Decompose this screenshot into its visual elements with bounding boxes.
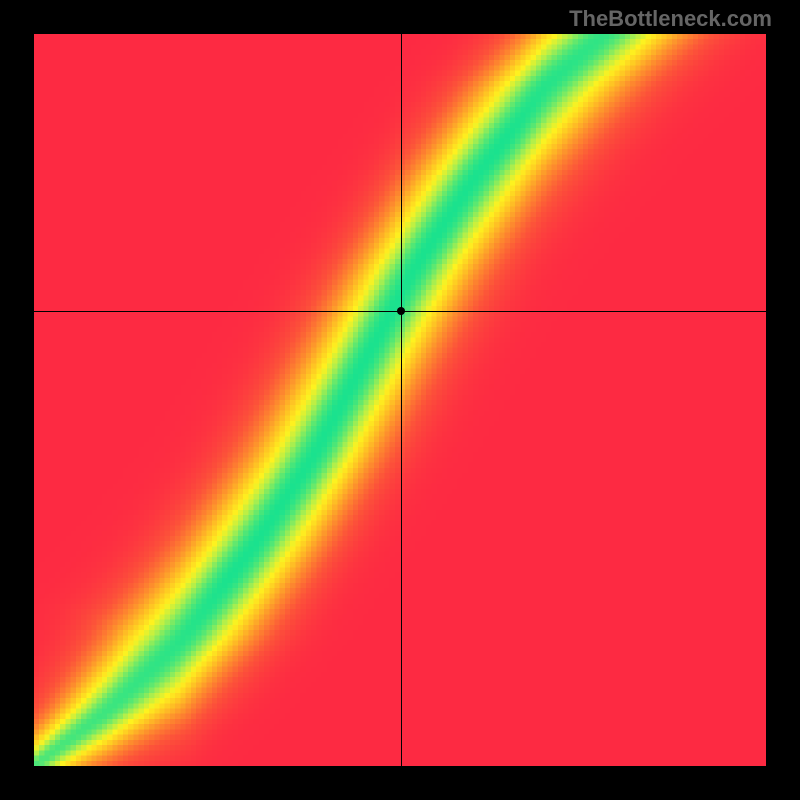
watermark-text: TheBottleneck.com bbox=[569, 6, 772, 32]
crosshair-vertical bbox=[401, 34, 402, 766]
heatmap-canvas bbox=[34, 34, 766, 766]
plot-area bbox=[34, 34, 766, 766]
crosshair-marker-dot bbox=[397, 307, 405, 315]
